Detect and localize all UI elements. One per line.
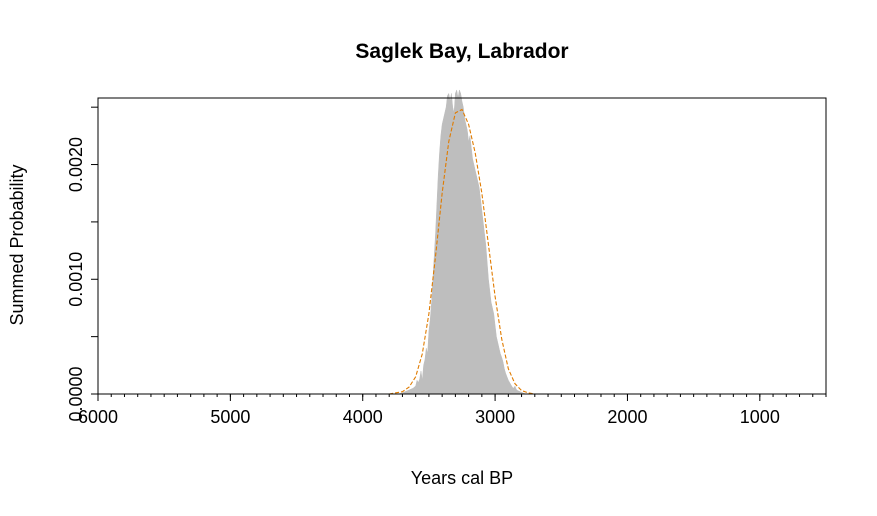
chart-title: Saglek Bay, Labrador (355, 40, 568, 63)
y-tick-label: 0.0020 (66, 137, 86, 192)
y-tick-label: 0.0010 (66, 252, 86, 307)
x-tick-label: 6000 (78, 407, 118, 427)
y-tick-label: 0.0000 (66, 366, 86, 421)
x-tick-label: 3000 (475, 407, 515, 427)
x-axis-label: Years cal BP (411, 468, 513, 488)
x-tick-label: 1000 (740, 407, 780, 427)
plot-area (389, 89, 535, 395)
y-axis-label: Summed Probability (7, 164, 27, 325)
x-tick-label: 4000 (343, 407, 383, 427)
fitted-curve-dashed (389, 108, 535, 395)
x-axis: 6000 5000 4000 3000 2000 1000 (78, 394, 827, 427)
y-axis: 0.0000 0.0010 0.0020 (66, 106, 98, 422)
x-tick-label: 5000 (210, 407, 250, 427)
plot-frame (97, 97, 827, 395)
summed-probability-area (398, 89, 526, 395)
x-tick-label: 2000 (607, 407, 647, 427)
